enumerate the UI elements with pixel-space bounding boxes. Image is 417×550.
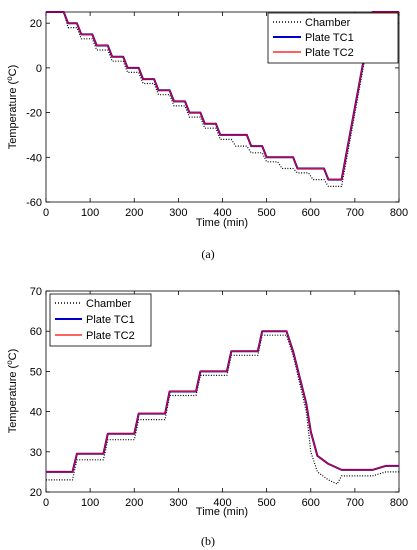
legend-label-tc2-a: Plate TC2 (305, 47, 354, 59)
legend-label-chamber-b: Chamber (86, 298, 132, 310)
x-tick-label-a: 700 (346, 207, 364, 219)
y-tick-label-b: 70 (30, 286, 42, 298)
series-a (46, 11, 399, 187)
series-line-plate-tc2-b (46, 330, 399, 473)
x-tick-label-b: 100 (81, 497, 99, 509)
panel-label-a: (a) (201, 247, 214, 261)
y-tick-label-a: 0 (36, 63, 42, 75)
y-axis-label-a: Temperature (oC) (5, 65, 19, 150)
legend-label-tc1-b: Plate TC1 (86, 314, 135, 326)
y-tick-label-b: 30 (30, 447, 42, 459)
x-tick-label-b: 400 (213, 497, 231, 509)
ticks-a: 0 100 200 300 400 500 600 700 800 -60 -40 -20 0 20 (26, 12, 408, 219)
ticks-b: 0 100 200 300 400 500 600 700 800 20 30 40 50 60 70 (30, 286, 408, 509)
legend-b: Chamber Plate TC1 Plate TC2 (49, 293, 152, 347)
x-tick-label-b: 800 (390, 497, 408, 509)
x-tick-label-b: 0 (43, 497, 49, 509)
y-tick-label-b: 60 (30, 326, 42, 338)
x-tick-label-a: 500 (257, 207, 275, 219)
legend-label-chamber-a: Chamber (305, 17, 351, 29)
y-tick-label-b: 40 (30, 407, 42, 419)
series-line-plate-tc2-a (46, 11, 399, 181)
x-tick-label-b: 300 (169, 497, 187, 509)
legend-label-tc2-b: Plate TC2 (86, 330, 135, 342)
series-b (46, 330, 399, 485)
y-tick-label-b: 50 (30, 366, 42, 378)
chart-b: 0 100 200 300 400 500 600 700 800 20 30 40 50 60 70 Te… (5, 286, 408, 548)
legend-a: Chamber Plate TC1 Plate TC2 (267, 12, 399, 64)
y-tick-label-a: 20 (30, 18, 42, 30)
legend-label-tc1-a: Plate TC1 (305, 32, 354, 44)
x-tick-label-a: 200 (125, 207, 143, 219)
y-tick-label-a: -60 (26, 197, 42, 209)
y-axis-label-b: Temperature (oC) (5, 349, 19, 434)
x-tick-label-a: 600 (302, 207, 320, 219)
x-tick-label-b: 200 (125, 497, 143, 509)
x-tick-label-b: 700 (346, 497, 364, 509)
x-tick-label-b: 500 (257, 497, 275, 509)
x-tick-label-a: 800 (390, 207, 408, 219)
series-line-chamber-b (46, 334, 399, 485)
x-tick-label-a: 300 (169, 207, 187, 219)
series-line-plate-tc1-b (46, 330, 399, 473)
x-tick-label-a: 0 (43, 207, 49, 219)
x-tick-label-b: 600 (302, 497, 320, 509)
x-axis-label-b: Time (min) (196, 506, 248, 518)
x-tick-label-a: 100 (81, 207, 99, 219)
chart-a: 0 100 200 300 400 500 600 700 800 -60 -40 -20 0 20 Te… (5, 11, 408, 261)
x-axis-label-a: Time (min) (196, 217, 248, 229)
x-tick-label-a: 400 (213, 207, 231, 219)
y-tick-label-b: 20 (30, 487, 42, 499)
y-tick-label-a: -20 (26, 108, 42, 120)
panel-label-b: (b) (201, 534, 215, 548)
series-line-chamber-a (46, 11, 399, 187)
y-tick-label-a: -40 (26, 152, 42, 164)
